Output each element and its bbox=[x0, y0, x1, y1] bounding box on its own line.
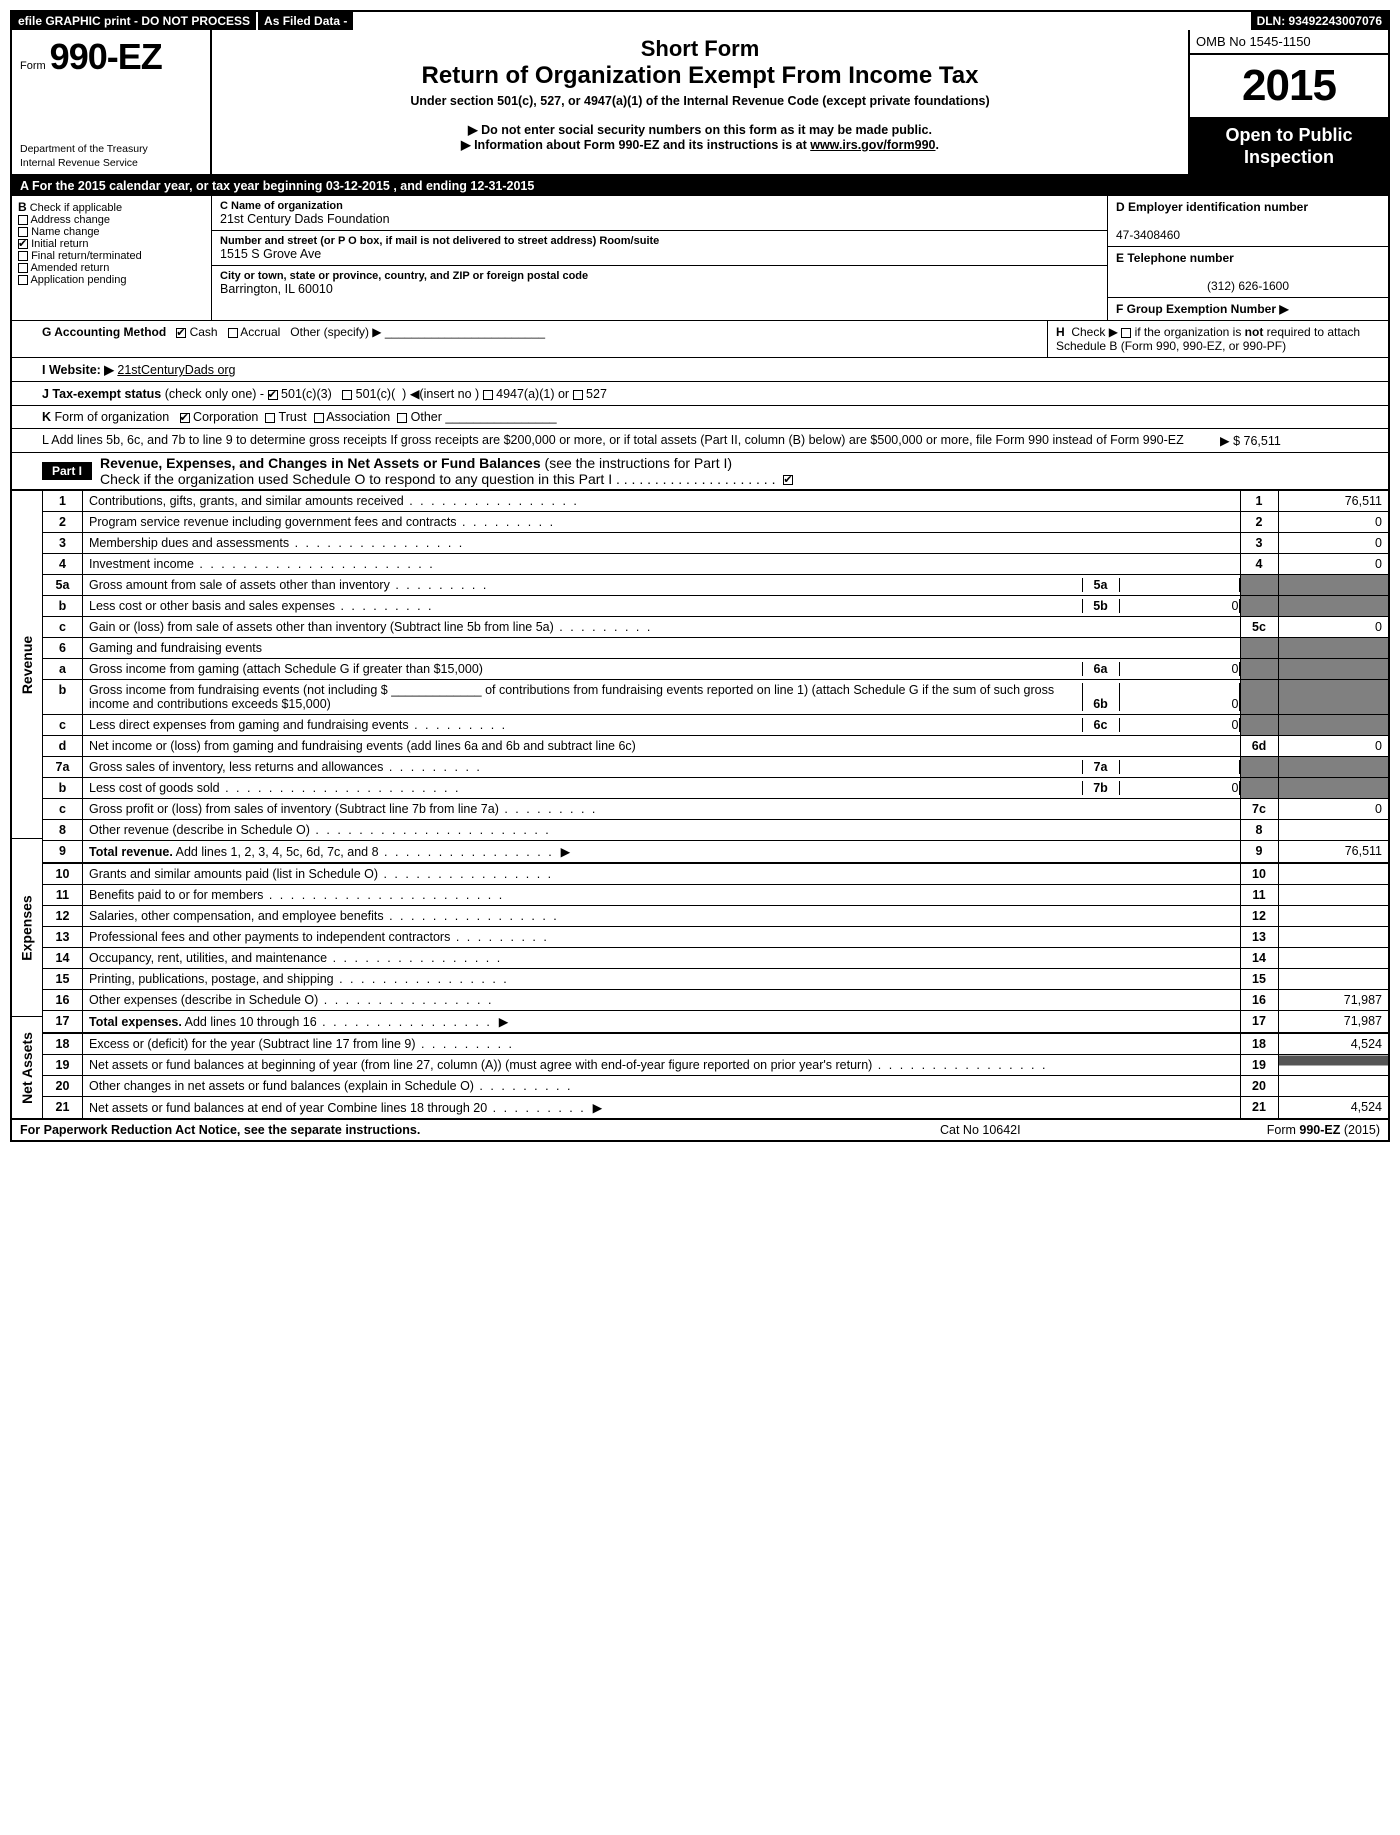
chk-address-change[interactable] bbox=[18, 215, 28, 225]
chk-h[interactable] bbox=[1121, 328, 1131, 338]
form-number: 990-EZ bbox=[50, 36, 162, 78]
header-right: OMB No 1545-1150 2015 Open to Public Ins… bbox=[1188, 30, 1388, 174]
asfiled-label: As Filed Data - bbox=[258, 12, 355, 30]
val-2: 0 bbox=[1278, 512, 1388, 533]
col-c-orginfo: C Name of organization 21st Century Dads… bbox=[212, 196, 1108, 320]
row-i-website: I Website: ▶ 21stCenturyDads org bbox=[12, 358, 1388, 382]
form-ref: Form 990-EZ (2015) bbox=[1200, 1123, 1380, 1137]
org-name: 21st Century Dads Foundation bbox=[220, 212, 1099, 226]
efile-label: efile GRAPHIC print - DO NOT PROCESS bbox=[12, 12, 258, 30]
chk-other[interactable] bbox=[397, 413, 407, 423]
chk-assoc[interactable] bbox=[314, 413, 324, 423]
chk-527[interactable] bbox=[573, 390, 583, 400]
org-city: Barrington, IL 60010 bbox=[220, 282, 1099, 296]
dln-label: DLN: 93492243007076 bbox=[1251, 12, 1388, 30]
irs-link[interactable]: www.irs.gov/form990 bbox=[810, 138, 935, 152]
val-9: 76,511 bbox=[1278, 841, 1388, 864]
val-1: 76,511 bbox=[1278, 491, 1388, 512]
website-link[interactable]: 21stCenturyDads org bbox=[117, 363, 235, 377]
val-3: 0 bbox=[1278, 533, 1388, 554]
part1-header: Part I Revenue, Expenses, and Changes in… bbox=[12, 452, 1388, 490]
ein: 47-3408460 bbox=[1116, 228, 1180, 242]
val-7c: 0 bbox=[1278, 799, 1388, 820]
subtitle-warnings: ▶ Do not enter social security numbers o… bbox=[232, 122, 1168, 152]
part1-badge: Part I bbox=[42, 462, 92, 480]
chk-final-return[interactable] bbox=[18, 251, 28, 261]
omb-number: OMB No 1545-1150 bbox=[1190, 30, 1388, 55]
cat-no: Cat No 10642I bbox=[940, 1123, 1200, 1137]
val-16: 71,987 bbox=[1278, 990, 1388, 1011]
val-4: 0 bbox=[1278, 554, 1388, 575]
form-footer: For Paperwork Reduction Act Notice, see … bbox=[12, 1118, 1388, 1140]
title-short-form: Short Form bbox=[232, 36, 1168, 62]
subtitle-section: Under section 501(c), 527, or 4947(a)(1)… bbox=[232, 94, 1168, 108]
part1-check-note: Check if the organization used Schedule … bbox=[100, 471, 775, 487]
chk-4947[interactable] bbox=[483, 390, 493, 400]
section-netassets-label: Net Assets bbox=[12, 1017, 42, 1118]
col-b-checkboxes: B Check if applicable Address change Nam… bbox=[12, 196, 212, 320]
part1-table: 1Contributions, gifts, grants, and simil… bbox=[42, 491, 1388, 1118]
top-bar: efile GRAPHIC print - DO NOT PROCESS As … bbox=[12, 12, 1388, 30]
title-return: Return of Organization Exempt From Incom… bbox=[232, 62, 1168, 90]
chk-initial-return[interactable] bbox=[18, 239, 28, 249]
header-left: Form 990-EZ Department of the Treasury I… bbox=[12, 30, 212, 174]
val-21: 4,524 bbox=[1278, 1097, 1388, 1119]
row-j-taxexempt: J Tax-exempt status (check only one) - 5… bbox=[12, 382, 1388, 406]
val-18: 4,524 bbox=[1278, 1033, 1388, 1055]
chk-501c[interactable] bbox=[342, 390, 352, 400]
col-de-idinfo: D Employer identification number 47-3408… bbox=[1108, 196, 1388, 320]
org-address: 1515 S Grove Ave bbox=[220, 247, 1099, 261]
header-middle: Short Form Return of Organization Exempt… bbox=[212, 30, 1188, 174]
row-a-taxyear: A For the 2015 calendar year, or tax yea… bbox=[12, 176, 1388, 196]
chk-501c3[interactable] bbox=[268, 390, 278, 400]
chk-trust[interactable] bbox=[265, 413, 275, 423]
val-17: 71,987 bbox=[1278, 1011, 1388, 1034]
open-public-badge: Open to Public Inspection bbox=[1190, 119, 1388, 174]
chk-name-change[interactable] bbox=[18, 227, 28, 237]
chk-amended-return[interactable] bbox=[18, 263, 28, 273]
row-g-accounting: G Accounting Method Cash Accrual Other (… bbox=[12, 321, 1048, 357]
telephone: (312) 626-1600 bbox=[1116, 279, 1380, 293]
row-k-orgform: K Form of organization Corporation Trust… bbox=[12, 406, 1388, 429]
treasury-block: Department of the Treasury Internal Reve… bbox=[20, 143, 202, 170]
section-expenses-label: Expenses bbox=[12, 839, 42, 1017]
form-container: efile GRAPHIC print - DO NOT PROCESS As … bbox=[10, 10, 1390, 1142]
row-l-grossreceipts: L Add lines 5b, 6c, and 7b to line 9 to … bbox=[12, 429, 1388, 452]
gross-receipts-amount: ▶ $ 76,511 bbox=[1220, 433, 1380, 448]
chk-corp[interactable] bbox=[180, 413, 190, 423]
val-5c: 0 bbox=[1278, 617, 1388, 638]
row-h-scheduleb: H Check ▶ if the organization is not req… bbox=[1048, 321, 1388, 357]
chk-part1-scheduleo[interactable] bbox=[783, 475, 793, 485]
chk-application-pending[interactable] bbox=[18, 275, 28, 285]
val-6d: 0 bbox=[1278, 736, 1388, 757]
section-revenue-label: Revenue bbox=[12, 491, 42, 839]
group-exemption: F Group Exemption Number ▶ bbox=[1116, 302, 1289, 316]
form-prefix: Form bbox=[20, 60, 46, 72]
block-bcd: B Check if applicable Address change Nam… bbox=[12, 196, 1388, 321]
tax-year: 2015 bbox=[1190, 55, 1388, 119]
chk-cash[interactable] bbox=[176, 328, 186, 338]
form-header: Form 990-EZ Department of the Treasury I… bbox=[12, 30, 1388, 176]
chk-accrual[interactable] bbox=[228, 328, 238, 338]
